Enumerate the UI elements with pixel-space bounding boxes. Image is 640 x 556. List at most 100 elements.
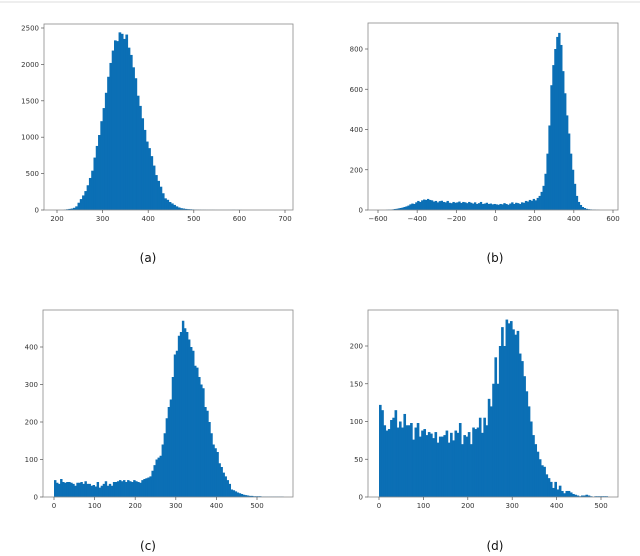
histogram-bar: [583, 495, 586, 497]
panel-caption: (b): [487, 251, 504, 265]
histogram-bar: [432, 438, 435, 497]
histogram-bar: [116, 481, 120, 497]
histogram-bar: [491, 204, 494, 210]
histogram-bar: [165, 418, 169, 497]
histogram-bar: [501, 204, 504, 210]
histogram-bar: [98, 135, 101, 210]
histogram-bar: [530, 200, 534, 210]
histogram-bar: [507, 323, 511, 497]
y-tick-label: 400: [350, 126, 363, 134]
histogram-bar: [68, 208, 72, 210]
histogram-bar: [556, 489, 560, 497]
x-tick-label: 500: [250, 502, 263, 510]
histogram-bar: [383, 425, 387, 497]
histogram-bar: [481, 203, 485, 210]
histogram-bar: [104, 481, 108, 497]
histogram-bar: [111, 50, 115, 211]
histogram-bar: [104, 92, 108, 210]
y-tick-label: 500: [26, 170, 39, 178]
histogram-bar: [430, 200, 434, 210]
histogram-bar: [143, 479, 146, 497]
histogram-bar: [450, 203, 453, 210]
histogram-bar: [536, 451, 540, 497]
histogram-bar: [157, 180, 160, 210]
histogram-bar: [385, 430, 389, 497]
x-tick-label: 600: [606, 215, 619, 223]
histogram-bar: [153, 465, 156, 497]
histogram-bar: [513, 203, 516, 210]
histogram-bar: [461, 444, 464, 497]
histogram-bar: [538, 459, 542, 497]
histogram-bar: [545, 474, 549, 497]
histogram-bar: [421, 430, 424, 497]
histogram-bar: [125, 482, 128, 497]
histogram-bar: [230, 489, 234, 497]
histogram-bar: [198, 377, 201, 497]
histogram-bar: [581, 206, 585, 210]
histogram-bar: [127, 47, 131, 210]
histogram-bar: [401, 427, 404, 497]
histogram-bar: [159, 186, 163, 210]
histogram-bar: [190, 347, 193, 497]
histogram-bar: [476, 427, 480, 497]
histogram-bar: [136, 95, 140, 210]
histogram-bar: [177, 335, 181, 497]
x-tick-label: 500: [594, 502, 607, 510]
histogram-bar: [74, 485, 77, 497]
y-tick-label: 50: [354, 456, 363, 464]
y-tick-label: 300: [25, 381, 38, 389]
histogram-bar: [458, 201, 461, 210]
x-tick-label: 400: [567, 215, 580, 223]
histogram-bar: [70, 482, 73, 497]
histogram-bar: [552, 65, 555, 210]
x-tick-label: 400: [210, 502, 223, 510]
histogram-bar: [507, 204, 510, 210]
histogram-bar: [477, 203, 481, 210]
histogram-bar: [381, 410, 384, 497]
histogram-bar: [541, 465, 544, 497]
histogram-bar: [561, 490, 564, 497]
histogram-bar: [379, 404, 382, 497]
histogram-bar: [118, 32, 122, 211]
histogram-bar: [544, 173, 547, 210]
y-tick-label: 200: [350, 343, 363, 351]
histogram-bar: [222, 472, 225, 497]
histogram-bar: [566, 115, 569, 210]
histogram-bar: [84, 191, 88, 210]
histogram-bar: [517, 203, 520, 210]
histogram-bar: [407, 205, 410, 210]
histogram-bar: [549, 481, 553, 497]
histogram-bar: [180, 208, 183, 210]
histogram-bar: [464, 202, 467, 210]
histogram-bar: [503, 346, 506, 497]
histogram-bar: [196, 367, 199, 497]
y-tick-label: 2000: [21, 61, 39, 69]
histogram-bar: [414, 427, 418, 497]
histogram-bar: [496, 383, 500, 497]
y-tick-label: 100: [25, 456, 38, 464]
x-tick-label: 100: [88, 502, 101, 510]
histogram-bar: [72, 483, 75, 497]
histogram-bar: [392, 417, 395, 497]
histogram-bar: [120, 481, 124, 497]
histogram-bar: [563, 493, 566, 497]
histogram-bar: [463, 435, 466, 497]
histogram-bar: [423, 429, 427, 497]
histogram-panel-c: 0 100 200 300 400 500 0 100 200 300 400 (c): [25, 309, 294, 553]
histogram-bar: [86, 483, 89, 497]
histogram-bar: [524, 200, 528, 210]
histogram-bar: [452, 440, 455, 497]
histogram-bar: [405, 425, 409, 497]
y-tick-label: 100: [350, 418, 363, 426]
histogram-bar: [152, 165, 156, 210]
histogram-bar: [574, 494, 577, 497]
histogram-bar: [151, 470, 154, 497]
histogram-bar: [148, 148, 151, 210]
histogram-bar: [125, 34, 129, 210]
histogram-bar: [472, 427, 475, 497]
histogram-bar: [141, 118, 145, 210]
histogram-bar: [181, 320, 185, 497]
histogram-bar: [150, 156, 154, 210]
histogram-bar: [413, 203, 416, 210]
histogram-bar: [164, 198, 167, 210]
